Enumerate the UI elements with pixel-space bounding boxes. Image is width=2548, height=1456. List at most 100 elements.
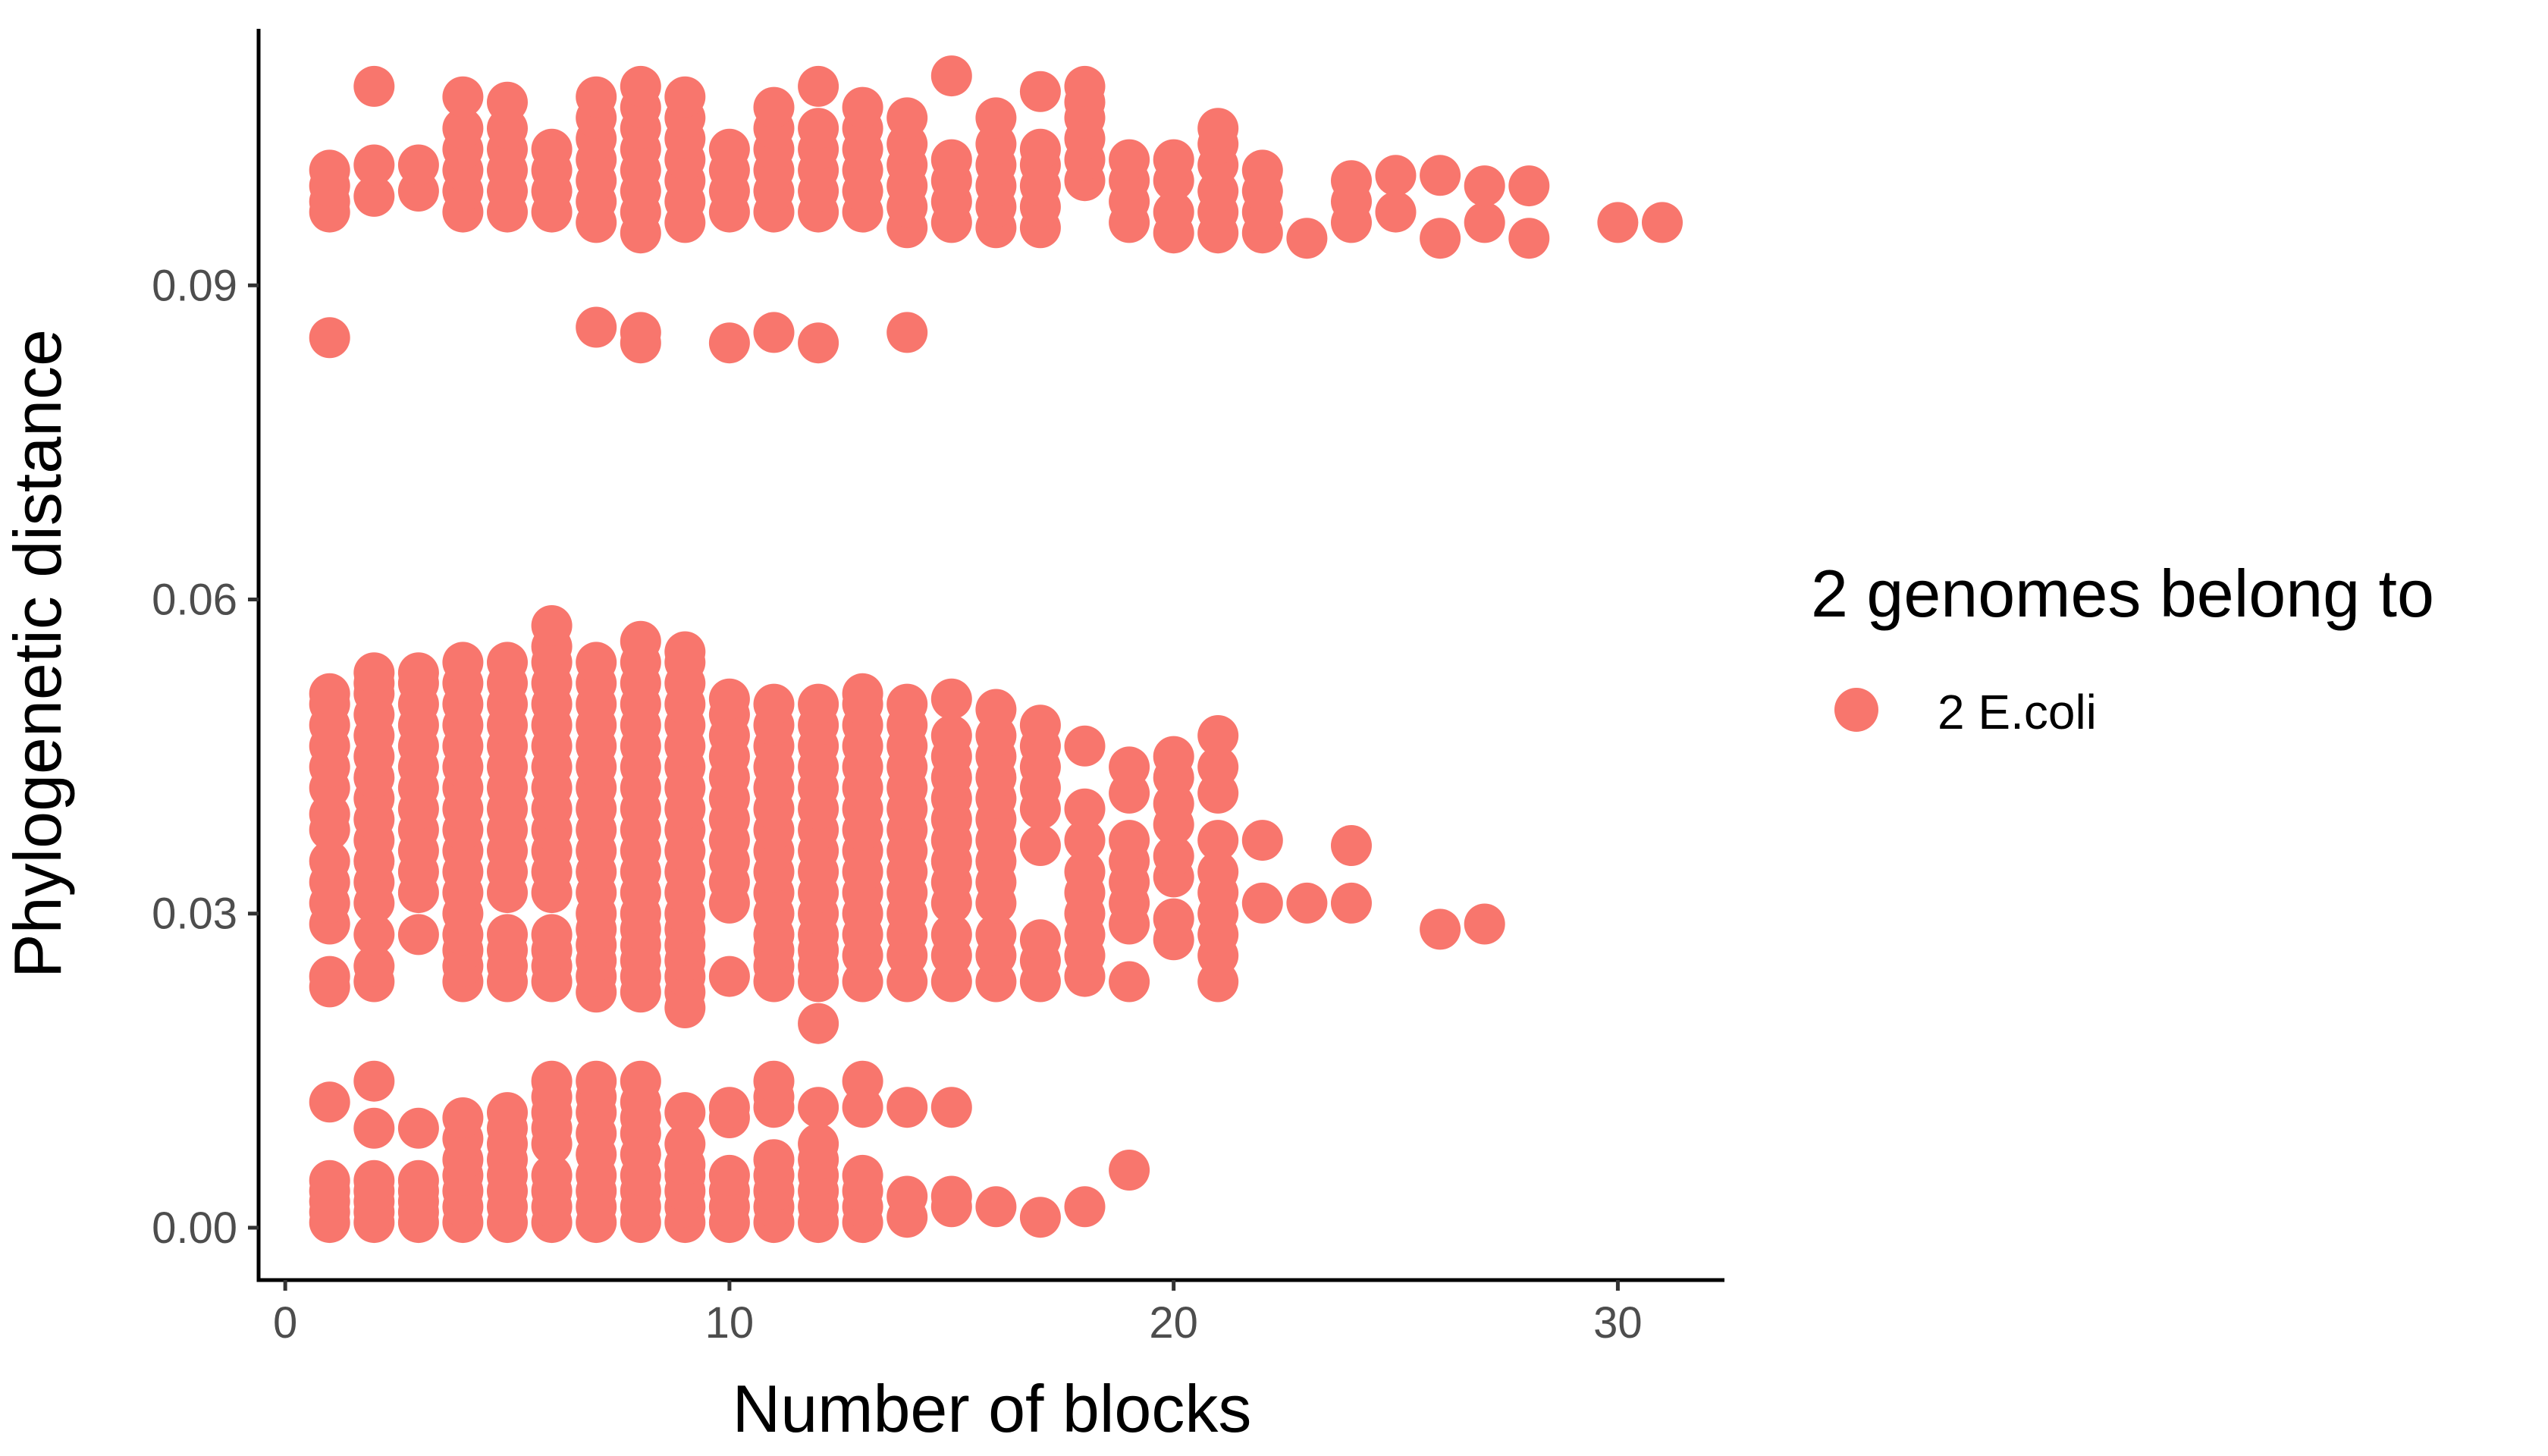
data-point <box>442 1097 484 1138</box>
x-axis-title: Number of blocks <box>733 1371 1252 1446</box>
data-point <box>353 1107 395 1149</box>
data-point <box>664 1123 706 1165</box>
data-point <box>886 1087 928 1128</box>
x-tick-label: 20 <box>1149 1298 1198 1348</box>
data-point <box>487 914 528 956</box>
data-point <box>886 312 928 353</box>
data-point <box>930 678 972 720</box>
data-point <box>353 652 395 694</box>
data-point <box>1464 165 1505 207</box>
data-point <box>1153 736 1194 777</box>
data-point <box>1508 218 1550 259</box>
data-point <box>353 1060 395 1102</box>
data-point <box>487 81 528 123</box>
data-point <box>1109 820 1150 861</box>
data-point <box>842 1154 883 1196</box>
x-tick-label: 10 <box>705 1298 755 1348</box>
data-point <box>975 689 1017 730</box>
data-point <box>798 65 839 107</box>
data-point <box>353 945 395 987</box>
data-point <box>975 1186 1017 1228</box>
data-point <box>1241 820 1283 861</box>
data-point <box>798 322 839 364</box>
data-point <box>353 144 395 186</box>
data-point <box>442 642 484 683</box>
data-point <box>1153 139 1194 180</box>
data-point <box>576 642 617 683</box>
data-point <box>620 1060 661 1102</box>
data-point <box>487 642 528 683</box>
y-tick-label: 0.00 <box>152 1203 237 1253</box>
data-point <box>531 914 573 956</box>
data-point <box>1064 820 1106 861</box>
data-point <box>531 128 573 170</box>
data-point <box>1064 725 1106 767</box>
legend-label: 2 E.coli <box>1938 685 2097 739</box>
data-point <box>1197 820 1239 861</box>
data-point <box>397 914 439 956</box>
data-point <box>1064 788 1106 830</box>
data-point <box>397 1107 439 1149</box>
data-point <box>708 956 750 997</box>
y-tick-label: 0.06 <box>152 576 237 625</box>
data-point <box>1375 155 1417 196</box>
data-point <box>1019 704 1061 746</box>
data-point <box>1420 155 1461 196</box>
data-point <box>930 914 972 956</box>
data-point <box>309 317 350 359</box>
data-point <box>442 108 484 149</box>
data-point <box>1331 825 1372 866</box>
data-point <box>397 652 439 694</box>
data-point <box>1019 1197 1061 1238</box>
data-point <box>930 55 972 97</box>
data-point <box>1464 903 1505 945</box>
data-point <box>798 1087 839 1128</box>
x-tick-label: 0 <box>273 1298 297 1348</box>
data-point <box>620 65 661 107</box>
data-point <box>842 86 883 128</box>
data-point <box>309 1159 350 1201</box>
y-axis-title: Phylogenetic distance <box>0 329 75 978</box>
data-point <box>620 620 661 662</box>
data-point <box>753 683 795 725</box>
data-point <box>1197 851 1239 893</box>
data-point <box>620 312 661 353</box>
data-point <box>531 1154 573 1196</box>
data-point <box>798 1003 839 1044</box>
x-axis-ticks: 0 10 20 30 <box>273 1280 1643 1348</box>
data-point <box>1197 746 1239 788</box>
data-point <box>1064 851 1106 893</box>
data-point <box>930 1087 972 1128</box>
data-point <box>1064 65 1106 107</box>
data-point <box>309 840 350 882</box>
data-point <box>930 715 972 756</box>
data-point <box>1420 218 1461 259</box>
data-point <box>886 97 928 139</box>
data-point <box>708 322 750 364</box>
data-point <box>842 1060 883 1102</box>
data-point <box>1109 746 1150 788</box>
data-point <box>487 1092 528 1134</box>
data-point <box>353 65 395 107</box>
data-point <box>975 97 1017 139</box>
data-point <box>576 306 617 348</box>
legend-key-dot <box>1834 688 1878 732</box>
data-point <box>309 149 350 191</box>
data-point <box>1420 908 1461 950</box>
data-point <box>397 1159 439 1201</box>
data-point <box>664 1092 706 1134</box>
data-point <box>309 673 350 714</box>
points-layer <box>309 55 1683 1244</box>
data-point <box>753 1139 795 1181</box>
data-point <box>1597 202 1639 243</box>
data-point <box>1109 961 1150 1003</box>
data-point <box>353 914 395 956</box>
data-point <box>309 1081 350 1123</box>
data-point <box>1109 1150 1150 1191</box>
data-point <box>708 1087 750 1128</box>
data-point <box>930 1175 972 1217</box>
data-point <box>1241 149 1283 191</box>
data-point <box>1019 71 1061 112</box>
data-point <box>1197 108 1239 149</box>
